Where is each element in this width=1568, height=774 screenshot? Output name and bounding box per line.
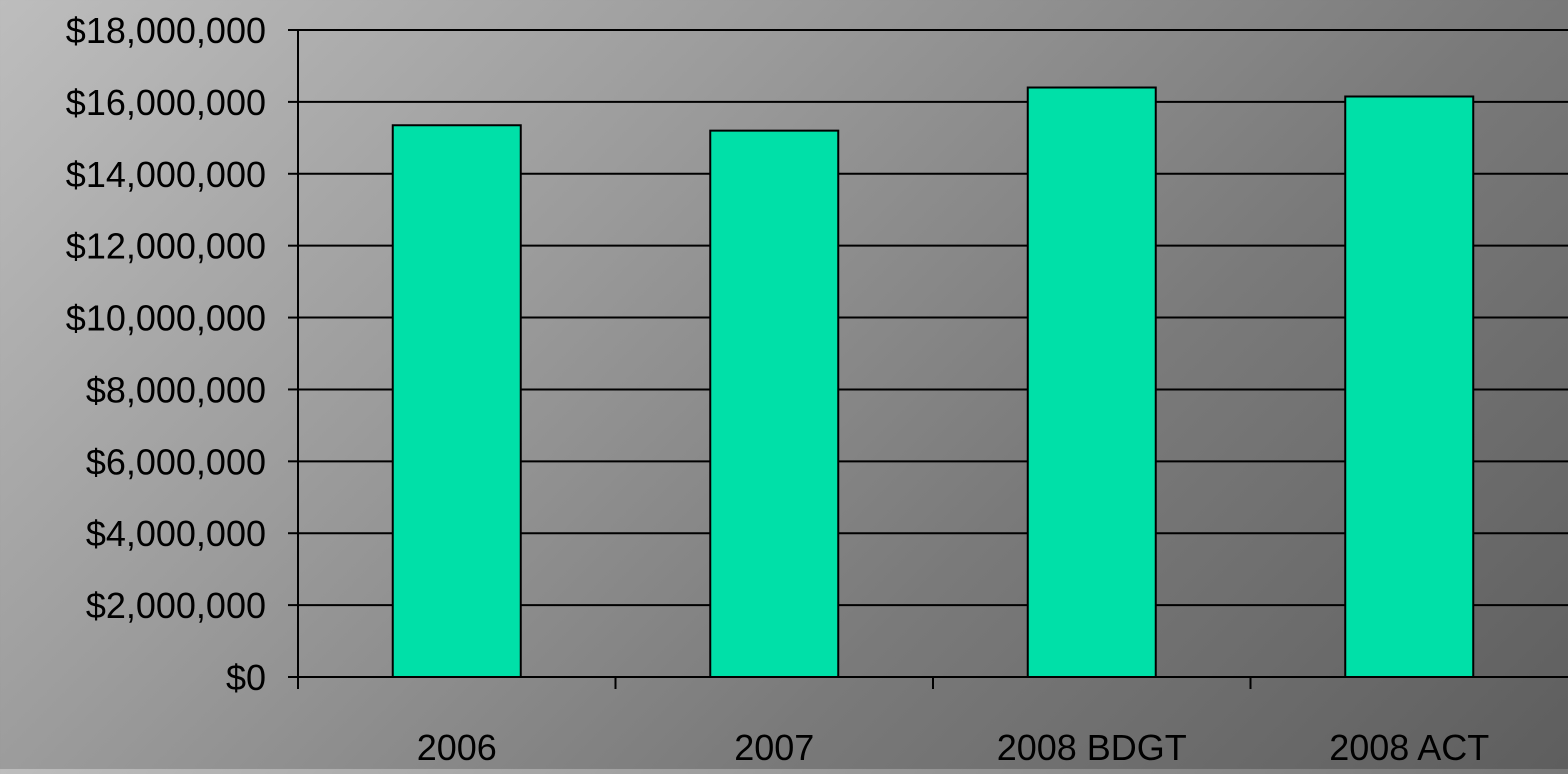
y-tick-label: $16,000,000 <box>66 82 266 123</box>
x-tick-label: 2008 ACT <box>1329 727 1489 768</box>
y-tick-label: $14,000,000 <box>66 154 266 195</box>
y-tick-label: $2,000,000 <box>86 585 266 626</box>
bar <box>391 124 522 678</box>
bars <box>391 86 1475 679</box>
x-tick-label: 2007 <box>734 727 814 768</box>
x-tick-label: 2006 <box>417 727 497 768</box>
y-tick-label: $8,000,000 <box>86 369 266 410</box>
y-tick-label: $12,000,000 <box>66 226 266 267</box>
bar <box>1026 86 1157 678</box>
y-tick-label: $4,000,000 <box>86 513 266 554</box>
y-tick-label: $10,000,000 <box>66 298 266 339</box>
bar <box>709 129 840 678</box>
x-tick-labels: 2006 2007 2008 BDGT 2008 ACT <box>417 727 1490 768</box>
axes <box>288 29 1568 689</box>
bar <box>1344 95 1475 679</box>
x-tick-label: 2008 BDGT <box>997 727 1187 768</box>
y-tick-label: $0 <box>226 657 266 698</box>
y-tick-labels: $0 $2,000,000 $4,000,000 $6,000,000 $8,000,0… <box>66 10 266 698</box>
y-tick-label: $6,000,000 <box>86 441 266 482</box>
y-tick-label: $18,000,000 <box>66 10 266 51</box>
